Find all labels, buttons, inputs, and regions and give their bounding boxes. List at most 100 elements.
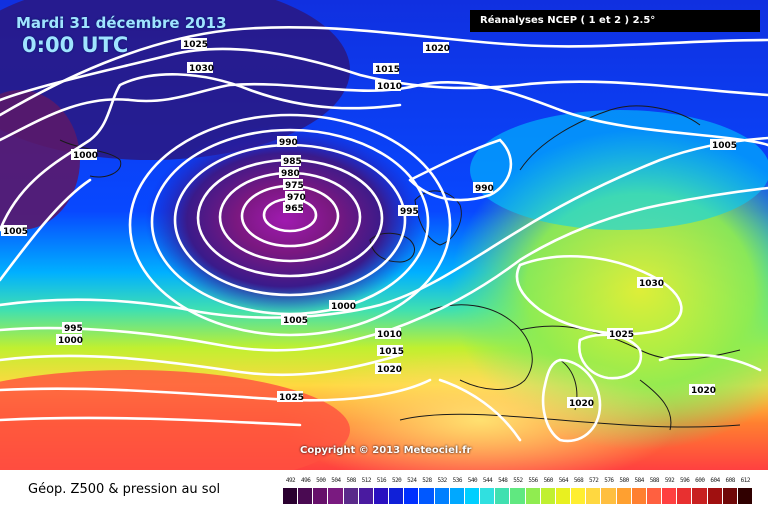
isobar-label: 1010 [375,328,402,340]
scale-tick-label: 516 [376,477,387,484]
scale-color-swatch [555,488,572,504]
svg-text:1025: 1025 [609,330,634,340]
scale-tick-label: 556 [528,477,538,484]
svg-text:995: 995 [400,207,419,217]
scale-tick-label: 492 [285,477,296,484]
scale-color-swatch [707,488,723,504]
svg-text:985: 985 [283,157,302,167]
svg-text:1000: 1000 [331,302,356,312]
svg-text:1025: 1025 [279,393,304,403]
scale-tick-label: 496 [300,477,311,484]
scale-color-swatch [631,488,647,504]
svg-text:1020: 1020 [425,44,450,54]
isobar-labels: 1025 1030 1020 1015 1010 1000 1005 990 9… [1,38,737,409]
scale-color-swatch [722,488,738,504]
scale-color-swatch [434,488,450,504]
scale-color-swatch [283,488,299,504]
isobar-label: 1000 [71,149,98,161]
scale-color-swatch [298,488,314,504]
svg-text:1005: 1005 [712,141,737,151]
svg-text:1015: 1015 [379,347,404,357]
isobar-label: 1020 [567,397,594,409]
isobar-label: 1030 [637,277,664,289]
scale-tick-label: 544 [482,477,493,484]
isobar-label: 990 [473,182,494,194]
svg-text:1015: 1015 [375,65,400,75]
isobar-label: 1000 [329,300,356,312]
coastlines [59,105,741,431]
svg-text:995: 995 [64,324,83,334]
svg-text:1005: 1005 [283,316,308,326]
isobar-label: 1005 [710,139,737,151]
isobar-label: 1020 [689,384,716,396]
scale-color-swatch [586,488,602,504]
isobar-label: 990 [277,136,298,148]
isobar-label: 965 [283,202,304,214]
legend-title: Géop. Z500 & pression au sol [28,482,221,497]
isobar-label: 985 [281,155,302,167]
isobar-label: 1005 [1,225,28,237]
scale-color-swatch [540,488,556,504]
svg-text:965: 965 [285,204,304,214]
forecast-date: Mardi 31 décembre 2013 [16,14,227,32]
scale-color-swatch [389,488,405,504]
svg-text:1020: 1020 [569,399,594,409]
forecast-time: 0:00 UTC [22,33,129,57]
scale-color-swatch [328,488,344,504]
scale-color-swatch [495,488,511,504]
scale-tick-label: 536 [452,477,463,484]
scale-color-swatch [692,488,708,504]
scale-color-swatch [601,488,617,504]
isobar-label: 980 [279,167,300,179]
scale-color-swatch [571,488,587,504]
isobar-label: 1010 [375,80,402,92]
scale-color-swatch [525,488,541,504]
ridge-europe-cyan [470,110,768,230]
scale-tick-label: 596 [680,477,690,484]
geopotential-pressure-map: 1025 1030 1020 1015 1010 1000 1005 990 9… [0,0,768,470]
scale-color-swatch [480,488,496,504]
scale-tick-label: 528 [422,477,432,484]
scale-tick-label: 584 [634,477,645,484]
svg-text:1000: 1000 [58,336,83,346]
scale-tick-label: 504 [331,477,341,484]
scale-tick-label: 524 [407,477,417,484]
color-scale: 492 496 500 504 508 512 516 520 524 528 532 536 540 5… [283,477,753,507]
scale-tick-label: 520 [391,477,402,484]
svg-text:1010: 1010 [377,82,402,92]
scale-color-swatch [404,488,420,504]
svg-text:980: 980 [281,169,300,179]
scale-color-swatch [313,488,329,504]
svg-text:1010: 1010 [377,330,402,340]
scale-tick-label: 592 [664,477,675,484]
isobar-label: 1000 [56,334,83,346]
isobar-label: 1025 [181,38,208,50]
isobar-label: 995 [398,205,419,217]
scale-tick-label: 564 [558,477,569,484]
svg-text:1000: 1000 [73,151,98,161]
isobar-label: 1020 [375,363,402,375]
scale-tick-label: 552 [513,477,523,484]
isobar-label: 1025 [607,328,634,340]
scale-tick-label: 612 [740,477,751,484]
svg-text:1005: 1005 [3,227,28,237]
scale-color-swatch [358,488,374,504]
scale-tick-label: 576 [604,477,614,484]
scale-color-swatch [646,488,663,504]
isobar-label: 1020 [423,42,450,54]
scale-color-swatch [677,488,693,504]
scale-tick-label: 588 [649,477,660,484]
scale-tick-label: 572 [589,477,599,484]
svg-text:990: 990 [475,184,494,194]
svg-text:1030: 1030 [189,64,214,74]
scale-color-swatch [449,488,465,504]
scale-tick-label: 540 [467,477,478,484]
isobar-label: 1025 [277,391,304,403]
scale-tick-label: 580 [619,477,629,484]
scale-color-swatch [419,488,435,504]
copyright-text: Copyright © 2013 Meteociel.fr [300,445,472,456]
isobar-label: 995 [62,322,83,334]
scale-color-swatch [464,488,481,504]
scale-color-swatch [510,488,526,504]
